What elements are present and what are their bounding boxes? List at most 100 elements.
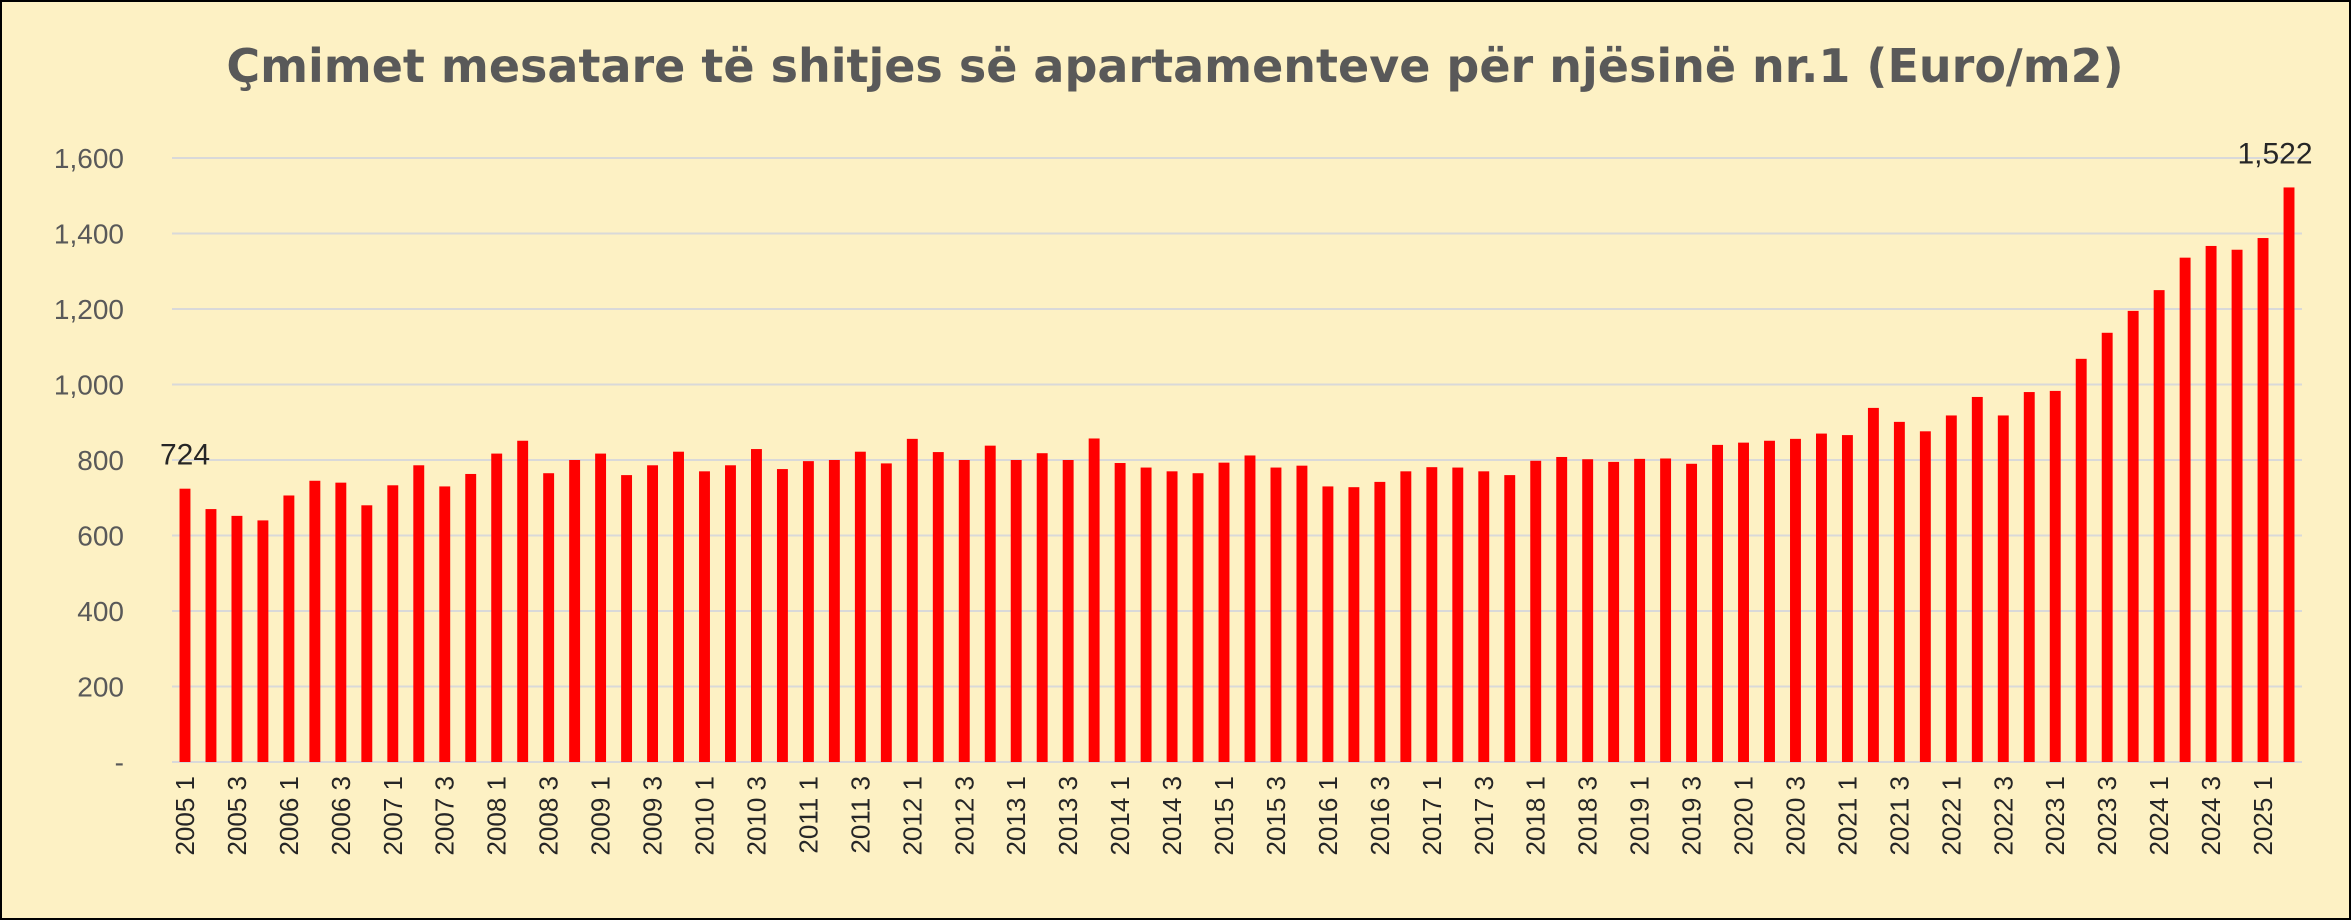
bar	[1660, 458, 1672, 762]
x-tick-label: 2025 1	[2248, 776, 2278, 856]
data-labels: 724 1,522	[160, 137, 2313, 471]
bar	[439, 486, 451, 762]
bar	[1400, 471, 1412, 762]
x-tick-label: 2013 1	[1001, 776, 1031, 856]
bar	[1504, 475, 1516, 762]
bar	[1815, 433, 1827, 762]
x-axis-ticks: 2005 1 2005 3 2006 1 2006 3 2007 1 2007 3 2008…	[170, 776, 2278, 856]
bar	[1556, 456, 1568, 762]
x-tick-label: 2005 1	[170, 776, 200, 856]
x-tick-label: 2019 1	[1625, 776, 1655, 856]
x-tick-label: 2021 3	[1884, 776, 1914, 856]
bar	[1374, 481, 1386, 762]
bar	[1478, 471, 1490, 762]
bar	[1919, 431, 1931, 762]
bar	[2231, 249, 2243, 763]
x-tick-label: 2009 3	[638, 776, 668, 856]
bar	[699, 471, 710, 762]
bar	[1893, 421, 1905, 762]
x-tick-label: 2008 3	[534, 776, 564, 856]
bar	[2101, 332, 2113, 762]
bar	[517, 440, 529, 762]
bar	[1192, 473, 1204, 762]
bar	[906, 438, 918, 762]
data-label: 724	[160, 439, 210, 472]
x-tick-label: 2006 1	[274, 776, 304, 856]
x-tick-label: 2021 1	[1832, 776, 1862, 856]
bar	[1270, 467, 1282, 762]
bar	[2153, 290, 2165, 762]
bar	[647, 465, 659, 762]
bar	[2283, 187, 2295, 762]
bar	[802, 461, 814, 762]
x-tick-label: 2018 3	[1573, 776, 1603, 856]
x-tick-label: 2024 3	[2196, 776, 2226, 856]
x-tick-label: 2012 3	[949, 776, 979, 856]
x-tick-label: 2020 1	[1729, 776, 1759, 856]
bar	[413, 465, 425, 762]
bar	[1971, 396, 1983, 762]
bar	[1166, 471, 1178, 762]
y-axis-ticks: - 200 400 600 800 1,000 1,200 1,400 1,600	[54, 143, 124, 778]
bar	[491, 453, 503, 762]
bar	[1088, 438, 1100, 762]
y-tick-label: 200	[77, 672, 124, 703]
bar	[2023, 392, 2035, 762]
x-tick-label: 2023 3	[2092, 776, 2122, 856]
bar	[2127, 310, 2139, 762]
data-label: 1,522	[2237, 137, 2312, 170]
x-tick-label: 2014 1	[1105, 776, 1135, 856]
bar	[387, 485, 399, 762]
bar	[621, 475, 633, 762]
bar	[1036, 453, 1048, 762]
bar	[1608, 461, 1620, 762]
x-tick-label: 2022 1	[1936, 776, 1966, 856]
x-tick-label: 2015 1	[1209, 776, 1239, 856]
x-tick-label: 2020 3	[1780, 776, 1810, 856]
bars	[179, 187, 2295, 763]
bar	[750, 449, 762, 762]
bar	[1997, 415, 2009, 762]
bar	[776, 469, 788, 762]
bar	[1426, 467, 1438, 762]
bar	[361, 505, 373, 762]
x-tick-label: 2013 3	[1053, 776, 1083, 856]
bar	[1582, 459, 1594, 762]
y-tick-label: 800	[77, 445, 124, 476]
bar	[1867, 407, 1879, 762]
bar	[1634, 458, 1646, 762]
y-tick-label: -	[115, 747, 124, 778]
bar	[2205, 245, 2217, 762]
bar	[257, 520, 269, 762]
bar	[1140, 467, 1152, 762]
x-tick-label: 2010 1	[690, 776, 720, 856]
bar	[1114, 463, 1126, 762]
x-tick-label: 2018 1	[1521, 776, 1551, 856]
x-tick-label: 2022 3	[1988, 776, 2018, 856]
bar	[1945, 415, 1957, 762]
y-tick-label: 1,200	[54, 294, 124, 325]
x-tick-label: 2017 1	[1417, 776, 1447, 856]
bar	[1322, 486, 1334, 762]
y-tick-label: 600	[77, 521, 124, 552]
x-tick-label: 2016 3	[1365, 776, 1395, 856]
x-tick-label: 2011 1	[793, 776, 823, 854]
bar	[543, 473, 555, 762]
bar	[1530, 460, 1542, 762]
x-tick-label: 2006 3	[326, 776, 356, 856]
bar	[1452, 467, 1464, 762]
x-tick-label: 2007 3	[430, 776, 460, 856]
x-tick-label: 2009 1	[586, 776, 616, 856]
y-tick-label: 1,600	[54, 143, 124, 174]
chart-title: Çmimet mesatare të shitjes së apartament…	[226, 39, 2123, 93]
x-tick-label: 2008 1	[482, 776, 512, 856]
x-tick-label: 2010 3	[741, 776, 771, 856]
bar	[725, 465, 736, 762]
bar	[335, 482, 347, 762]
bar	[673, 451, 684, 762]
bar	[231, 515, 243, 762]
bar	[1062, 460, 1074, 762]
bar	[1841, 435, 1853, 762]
